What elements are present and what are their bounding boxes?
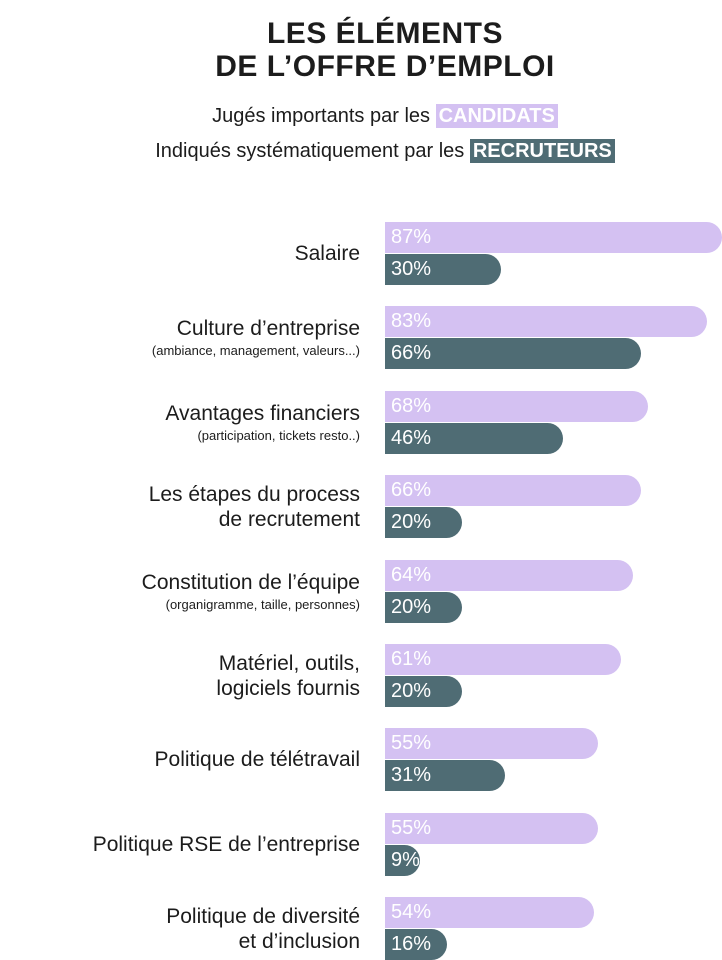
category-sublabel: (participation, tickets resto..) <box>197 427 360 443</box>
category-sublabel: (ambiance, management, valeurs...) <box>151 343 360 359</box>
recruteurs-bar: 20% <box>385 507 462 539</box>
recruteurs-bar: 16% <box>385 929 447 960</box>
recruteurs-bar: 20% <box>385 676 462 707</box>
category-label: et d’inclusion <box>238 929 360 953</box>
recruteurs-bar: 9% <box>385 844 420 876</box>
recruteurs-bar: 30% <box>385 254 501 285</box>
recruteurs-bar: 46% <box>385 422 563 454</box>
recruteurs-bar: 66% <box>385 338 641 370</box>
chart-title-line-2: DE L’OFFRE D’EMPLOI <box>215 50 555 83</box>
chart-title-line-1: LES ÉLÉMENTS <box>266 17 504 50</box>
candidats-bar: 64% <box>385 559 633 591</box>
legend-recruteurs-tag: RECRUTEURS <box>469 139 615 163</box>
legend-recruteurs: Indiqués systématiquement par les RECRUT… <box>0 139 722 163</box>
legend-candidats-tag: CANDIDATS <box>435 104 558 128</box>
candidats-bar: 87% <box>385 222 722 253</box>
category-sublabel: (organigramme, taille, personnes) <box>165 596 360 612</box>
category-label: de recrutement <box>218 507 360 531</box>
category-label: Avantages financiers <box>165 401 360 425</box>
legend-candidats: Jugés importants par les CANDIDATS <box>0 104 722 128</box>
category-label: Salaire <box>294 242 360 265</box>
candidats-bar: 61% <box>385 644 621 675</box>
recruteurs-bar: 31% <box>385 760 505 792</box>
category-label: Matériel, outils, <box>218 651 360 675</box>
candidats-bar: 83% <box>385 306 707 338</box>
candidats-bar: 68% <box>385 390 648 422</box>
category-label: Les étapes du process <box>148 482 360 506</box>
category-label: Culture d’entreprise <box>176 317 360 341</box>
category-label: Constitution de l’équipe <box>141 570 360 594</box>
legend-recruteurs-text: Indiqués systématiquement par les <box>155 140 465 162</box>
legend-candidats-text: Jugés importants par les <box>212 105 431 127</box>
candidats-bar: 54% <box>385 897 594 929</box>
category-label: Politique de diversité <box>166 904 360 928</box>
category-label: Politique de télétravail <box>154 748 360 772</box>
recruteurs-bar: 20% <box>385 591 462 623</box>
candidats-bar: 55% <box>385 728 598 760</box>
candidats-bar: 55% <box>385 812 598 844</box>
candidats-bar: 66% <box>385 475 641 507</box>
category-label: Politique RSE de l’entreprise <box>92 832 360 856</box>
category-label: logiciels fournis <box>216 676 360 700</box>
